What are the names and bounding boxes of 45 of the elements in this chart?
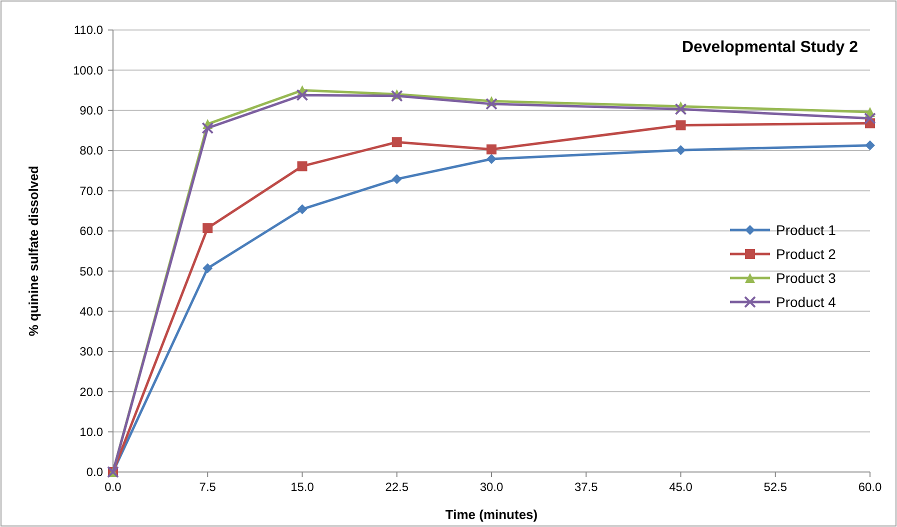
x-tick-label: 15.0: [290, 480, 314, 494]
point: [390, 90, 403, 102]
y-tick-label: 20.0: [80, 384, 104, 399]
y-tick-label: 10.0: [80, 425, 104, 440]
legend-label: Product 3: [776, 270, 836, 286]
x-tick-label: 37.5: [574, 480, 598, 494]
legend-label: Product 1: [776, 222, 836, 238]
y-tick-label: 90.0: [80, 104, 104, 118]
point: [202, 223, 213, 234]
point: [486, 144, 496, 154]
x-tick-label: 7.5: [199, 480, 216, 494]
point: [865, 140, 875, 150]
x-axis-title: Time (minutes): [445, 507, 538, 522]
point: [674, 103, 687, 116]
y-tick-label: 70.0: [80, 184, 104, 198]
x-tick-label: 60.0: [858, 480, 882, 494]
x-tick-label: 45.0: [669, 480, 693, 494]
y-axis-title: % quinine sulfate dissolved: [26, 166, 41, 336]
point: [392, 174, 402, 184]
text: Developmental Study 2: [682, 39, 858, 56]
y-tick-label: 100.0: [72, 63, 104, 78]
x-tick-label: 22.5: [385, 480, 409, 494]
point: [864, 112, 876, 124]
y-tick-label: 110.0: [74, 23, 104, 38]
legend-label: Product 4: [776, 294, 836, 310]
point: [202, 122, 214, 134]
x-tick-label: 0.0: [104, 480, 122, 494]
x-tick-label: 30.0: [480, 480, 504, 494]
point: [297, 204, 308, 214]
point: [392, 137, 402, 148]
legend-label: Product 2: [776, 246, 836, 262]
point: [297, 161, 308, 172]
point: [486, 98, 498, 110]
y-tick-label: 60.0: [80, 224, 104, 238]
point: [486, 154, 496, 164]
y-tick-label: 0.0: [86, 465, 104, 480]
x-tick-label: 52.5: [764, 480, 788, 494]
y-tick-label: 40.0: [80, 304, 104, 318]
point: [202, 263, 213, 274]
point: [676, 120, 686, 130]
point: [676, 145, 686, 156]
y-tick-label: 30.0: [80, 344, 104, 359]
point: [296, 89, 308, 102]
y-tick-label: 80.0: [80, 144, 104, 158]
y-tick-label: 50.0: [80, 264, 104, 278]
